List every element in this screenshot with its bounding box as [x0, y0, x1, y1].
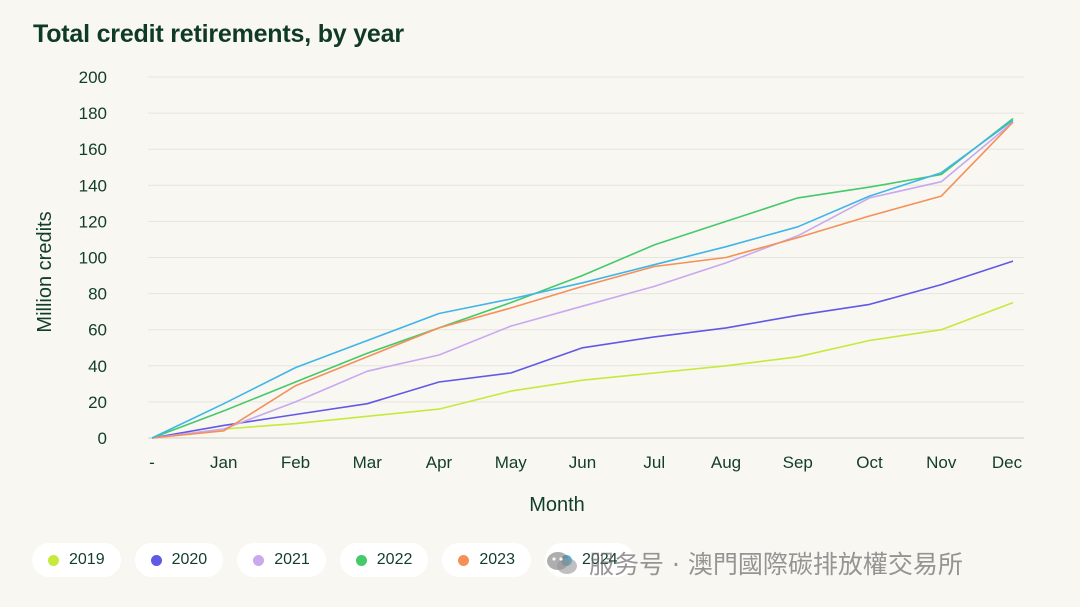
chart-title: Total credit retirements, by year — [33, 20, 404, 48]
legend-swatch — [150, 554, 162, 566]
y-tick-label: 60 — [88, 321, 107, 340]
y-tick-label: 40 — [88, 357, 107, 376]
series-line-2023 — [151, 121, 1014, 439]
x-tick-label: Jun — [569, 453, 596, 472]
legend-swatch — [355, 554, 367, 566]
watermark: 服务号 · 澳門國際碳排放權交易所 — [545, 545, 963, 581]
x-tick-label: Mar — [353, 453, 383, 472]
y-tick-label: 0 — [98, 429, 107, 448]
legend: 2019 2020 2021 2022 2023 2024 — [32, 543, 634, 577]
legend-label: 2019 — [69, 551, 105, 568]
y-tick-label: 80 — [88, 285, 107, 304]
x-tick-label: Apr — [426, 453, 453, 472]
line-chart: 0 20 40 60 80 100 120 140 160 180 200 - Jan Feb Mar Ap… — [34, 68, 1024, 516]
series-lines — [151, 117, 1014, 439]
gridlines — [148, 76, 1024, 439]
legend-item-2022[interactable]: 2022 — [339, 543, 429, 577]
series-line-2024 — [151, 119, 1014, 439]
y-tick-label: 200 — [79, 68, 107, 87]
x-tick-label: Nov — [926, 453, 957, 472]
wechat-icon — [545, 549, 579, 577]
x-tick-label: Jan — [210, 453, 237, 472]
series-line-2021 — [151, 121, 1014, 439]
x-tick-label: Aug — [711, 453, 741, 472]
y-tick-labels: 0 20 40 60 80 100 120 140 160 180 200 — [79, 68, 107, 448]
series-line-2020 — [151, 260, 1014, 439]
x-tick-label: Jul — [643, 453, 665, 472]
legend-label: 2022 — [376, 551, 413, 568]
series-line-2022 — [151, 117, 1014, 439]
y-axis-title: Million credits — [34, 211, 56, 332]
y-tick-label: 160 — [79, 140, 107, 159]
y-tick-label: 140 — [79, 176, 107, 195]
legend-item-2019[interactable]: 2019 — [32, 543, 121, 577]
legend-label: 2020 — [171, 551, 208, 568]
legend-label: 2021 — [274, 551, 310, 568]
x-tick-label: May — [495, 453, 528, 472]
x-tick-labels: - Jan Feb Mar Apr May Jun Jul Aug Sep Oct Nov Dec — [149, 453, 1022, 472]
legend-swatch — [48, 554, 59, 566]
legend-swatch — [458, 554, 470, 566]
x-tick-label: Feb — [281, 453, 310, 472]
x-tick-label: Sep — [783, 453, 813, 472]
x-tick-label: Dec — [992, 453, 1023, 472]
watermark-text: 服务号 · 澳門國際碳排放權交易所 — [589, 550, 963, 579]
x-axis-title: Month — [529, 494, 585, 516]
legend-item-2023[interactable]: 2023 — [442, 543, 531, 577]
x-tick-label: Oct — [856, 453, 883, 472]
legend-swatch — [253, 554, 265, 566]
y-tick-label: 180 — [79, 104, 107, 123]
y-tick-label: 100 — [79, 249, 107, 268]
y-tick-label: 20 — [88, 393, 107, 412]
legend-item-2021[interactable]: 2021 — [237, 543, 326, 577]
series-line-2019 — [151, 301, 1014, 439]
x-tick-label: - — [149, 453, 155, 472]
legend-item-2020[interactable]: 2020 — [134, 543, 224, 577]
legend-label: 2023 — [479, 551, 515, 568]
legend-label: 2024 — [581, 551, 618, 568]
y-tick-label: 120 — [79, 212, 107, 231]
